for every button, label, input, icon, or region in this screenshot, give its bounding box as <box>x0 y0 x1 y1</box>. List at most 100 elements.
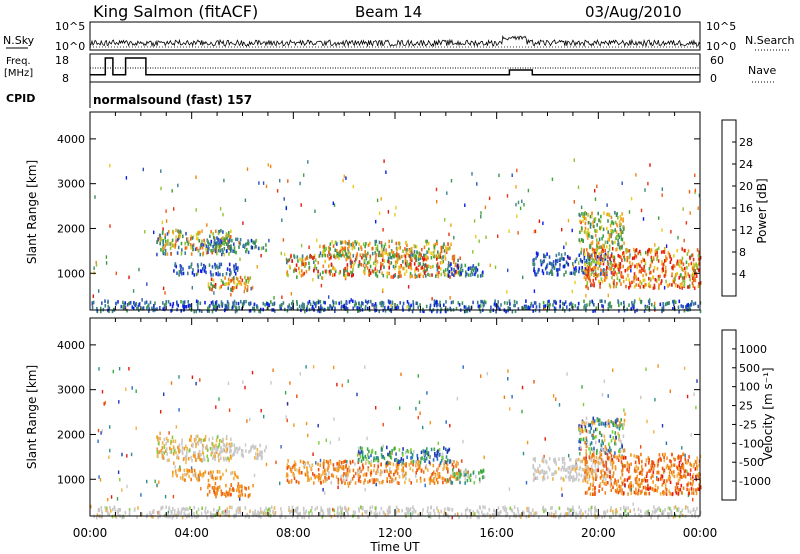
echo-cell <box>419 252 421 256</box>
echo-cell <box>237 484 239 489</box>
echo-cell <box>614 441 616 446</box>
echo-cell <box>597 273 600 277</box>
echo-cell <box>607 219 609 223</box>
echo-cell <box>437 274 440 279</box>
echo-cell <box>382 301 385 306</box>
echo-cell <box>318 476 320 480</box>
echo-cell <box>584 479 587 483</box>
echo-cell <box>235 306 238 310</box>
echo-cell <box>415 301 418 305</box>
echo-cell <box>398 274 401 278</box>
echo-cell <box>688 488 690 492</box>
echo-cell <box>255 456 258 460</box>
echo-cell <box>610 254 613 258</box>
echo-cell <box>443 462 445 466</box>
echo-cell <box>210 451 213 455</box>
echo-cell <box>595 451 598 455</box>
echo-cell <box>192 442 194 447</box>
echo-cell <box>641 464 643 469</box>
echo-cell <box>633 301 636 305</box>
echo-cell <box>570 508 572 513</box>
echo-cell <box>249 276 252 280</box>
echo-cell <box>606 259 609 264</box>
echo-cell <box>588 231 591 236</box>
echo-cell <box>303 261 306 266</box>
echo-cell <box>314 264 316 268</box>
echo-cell <box>626 478 629 482</box>
scatter-cell <box>424 483 426 488</box>
echo-cell <box>317 300 320 305</box>
echo-cell <box>313 260 315 264</box>
echo-cell <box>411 455 414 460</box>
scatter-cell <box>265 184 268 189</box>
echo-cell <box>391 250 393 254</box>
echo-cell <box>394 470 397 474</box>
echo-cell <box>610 267 612 271</box>
echo-cell <box>389 462 392 466</box>
echo-cell <box>170 309 172 313</box>
echo-cell <box>544 304 546 308</box>
echo-cell <box>584 428 587 432</box>
echo-cell <box>671 283 673 287</box>
echo-cell <box>581 429 584 434</box>
echo-cell <box>679 472 681 477</box>
echo-cell <box>180 270 183 274</box>
echo-cell <box>190 245 192 250</box>
echo-cell <box>671 272 673 276</box>
echo-cell <box>358 473 360 477</box>
echo-cell <box>532 464 535 468</box>
echo-cell <box>340 254 343 258</box>
scatter-cell <box>594 189 596 193</box>
scatter-cell <box>279 481 281 486</box>
echo-cell <box>335 475 338 479</box>
scatter-cell <box>260 408 262 413</box>
echo-cell <box>220 302 223 306</box>
echo-cell <box>104 304 107 308</box>
echo-cell <box>549 303 551 307</box>
echo-cell <box>546 263 549 267</box>
echo-cell <box>215 244 218 248</box>
echo-cell <box>579 445 582 449</box>
echo-cell <box>349 252 352 256</box>
echo-cell <box>260 450 262 455</box>
echo-cell <box>211 449 214 453</box>
echo-cell <box>401 468 403 472</box>
echo-cell <box>366 266 369 270</box>
scatter-cell <box>533 380 535 384</box>
echo-cell <box>289 306 291 310</box>
echo-cell <box>583 468 585 472</box>
echo-cell <box>332 304 335 308</box>
echo-cell <box>189 237 192 241</box>
echo-cell <box>578 467 581 471</box>
echo-cell <box>623 491 625 495</box>
echo-cell <box>570 475 573 479</box>
y-tick-label: 4000 <box>57 133 85 146</box>
echo-cell <box>443 446 445 450</box>
echo-cell <box>324 468 326 473</box>
echo-cell <box>222 236 224 240</box>
echo-cell <box>591 468 594 472</box>
scatter-cell <box>230 293 232 297</box>
echo-cell <box>307 475 309 479</box>
echo-cell <box>459 470 461 474</box>
echo-cell <box>412 450 415 454</box>
echo-cell <box>136 306 138 311</box>
echo-cell <box>425 451 428 455</box>
echo-cell <box>427 264 430 269</box>
echo-cell <box>594 228 596 233</box>
echo-cell <box>601 304 603 308</box>
scatter-cell <box>170 381 173 385</box>
echo-cell <box>594 472 597 476</box>
echo-cell <box>434 453 436 458</box>
echo-cell <box>661 309 663 314</box>
echo-cell <box>610 474 612 478</box>
echo-cell <box>346 263 349 267</box>
echo-cell <box>230 449 232 453</box>
echo-cell <box>431 472 434 476</box>
echo-cell <box>322 270 324 275</box>
echo-cell <box>398 448 401 452</box>
echo-cell <box>645 250 647 255</box>
echo-cell <box>698 487 700 491</box>
scatter-cell <box>130 452 133 457</box>
echo-cell <box>609 450 612 455</box>
